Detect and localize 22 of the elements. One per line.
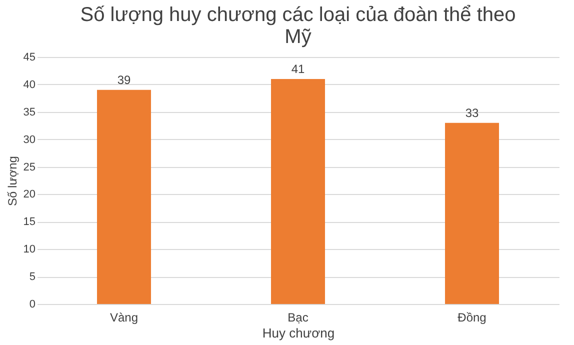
y-tick-label: 0 (29, 298, 36, 310)
data-label: 39 (117, 72, 131, 87)
x-tick-label: Vàng (110, 310, 138, 324)
y-tick-label: 25 (23, 161, 36, 174)
y-tick-label: 15 (23, 216, 36, 228)
x-axis-title: Huy chương (262, 326, 335, 340)
data-label: 33 (465, 106, 479, 120)
y-tick-label: 10 (23, 244, 36, 256)
x-tick-label: Đồng (458, 310, 486, 324)
bar (97, 90, 151, 304)
data-label: 41 (291, 62, 305, 76)
y-tick-label: 5 (29, 271, 36, 284)
chart-title: Số lượng huy chương các loại của đoàn thể theo Mỹ (80, 4, 516, 48)
bar (445, 122, 499, 304)
y-tick-label: 45 (23, 52, 36, 64)
y-tick-label: 35 (23, 106, 36, 118)
x-tick-label: Bạc (288, 310, 308, 324)
y-axis-title: Số lượng (5, 156, 20, 206)
y-tick-label: 40 (23, 78, 36, 91)
y-tick-label: 30 (23, 134, 36, 146)
y-tick-label: 20 (23, 188, 36, 201)
bar (271, 78, 325, 304)
